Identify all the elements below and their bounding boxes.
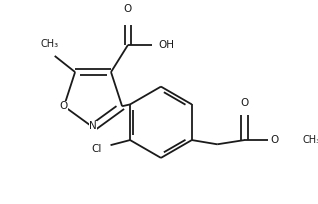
Text: O: O [240,98,249,108]
Text: N: N [89,121,97,132]
Text: CH₃: CH₃ [41,39,59,49]
Text: O: O [271,135,279,145]
Text: Cl: Cl [92,144,102,154]
Text: OH: OH [159,40,175,50]
Text: CH₃: CH₃ [302,135,318,145]
Text: O: O [59,101,67,111]
Text: O: O [124,4,132,14]
